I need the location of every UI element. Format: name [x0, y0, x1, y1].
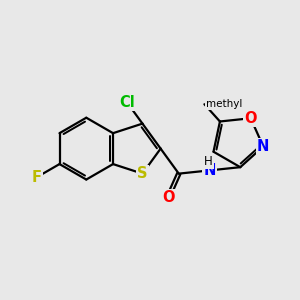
- Text: N: N: [257, 139, 269, 154]
- Text: methyl: methyl: [206, 99, 242, 109]
- Text: F: F: [32, 170, 42, 185]
- Text: S: S: [137, 166, 148, 181]
- Text: H: H: [204, 155, 213, 168]
- Text: N: N: [203, 163, 216, 178]
- Text: Cl: Cl: [119, 95, 135, 110]
- Text: O: O: [162, 190, 174, 205]
- Text: O: O: [244, 111, 257, 126]
